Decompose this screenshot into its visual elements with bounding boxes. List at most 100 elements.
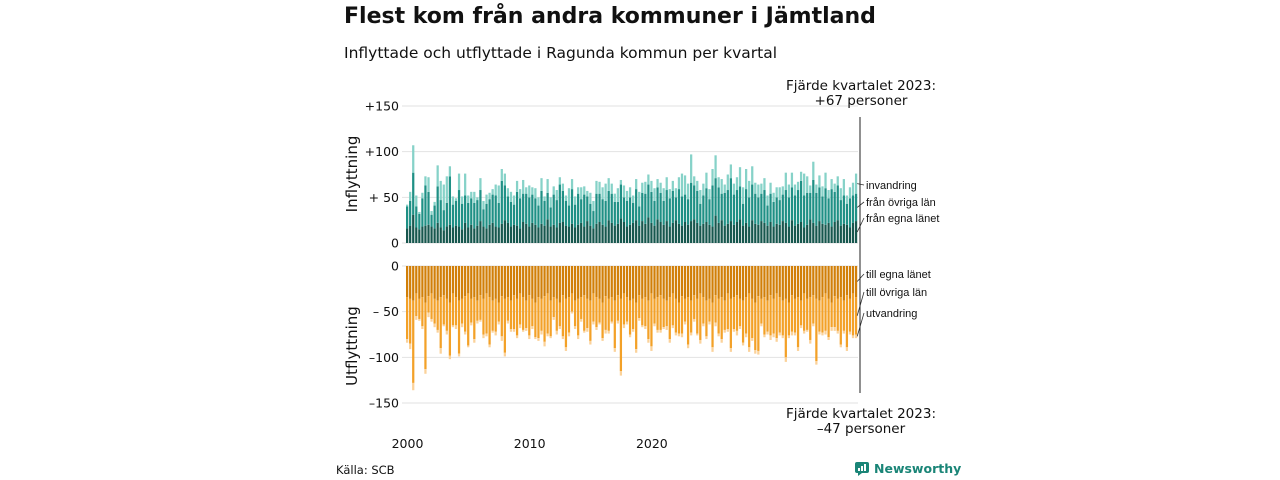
bar-out-0-46 — [546, 266, 549, 294]
bar-out-0-126 — [790, 266, 794, 296]
bar-in-1-97 — [702, 195, 705, 224]
bar-out-1-127 — [793, 298, 797, 333]
bar-in-2-62 — [595, 180, 598, 194]
bar-in-1-50 — [558, 184, 561, 223]
leader-bottom-0 — [856, 273, 865, 282]
bar-out-0-133 — [812, 266, 815, 296]
bar-out-0-140 — [833, 266, 836, 297]
bar-in-2-127 — [793, 184, 797, 196]
bar-in-0-129 — [799, 221, 803, 243]
bar-in-2-37 — [519, 189, 522, 199]
bar-in-0-53 — [567, 226, 571, 243]
bar-in-2-133 — [812, 161, 815, 180]
bar-out-1-67 — [610, 297, 613, 322]
bar-out-1-126 — [790, 295, 794, 332]
bar-out-1-50 — [558, 302, 561, 327]
bar-in-1-115 — [757, 197, 760, 225]
bar-in-1-90 — [680, 196, 684, 226]
bar-out-1-6 — [424, 302, 427, 370]
bar-out-0-131 — [806, 266, 809, 299]
bar-out-2-115 — [757, 350, 760, 355]
bar-in-0-65 — [604, 226, 607, 243]
bar-in-1-63 — [598, 193, 601, 222]
bar-out-0-30 — [497, 266, 500, 303]
bar-out-2-130 — [803, 330, 806, 334]
bar-out-0-112 — [748, 266, 751, 294]
bar-in-1-121 — [775, 197, 778, 224]
bar-out-0-45 — [543, 266, 546, 297]
bar-out-0-77 — [641, 266, 644, 299]
bar-out-2-103 — [720, 339, 723, 343]
bar-out-1-118 — [766, 300, 769, 332]
bar-out-1-110 — [741, 300, 745, 343]
bar-in-1-84 — [662, 200, 665, 225]
bar-out-1-59 — [586, 298, 589, 329]
bar-in-1-106 — [729, 178, 732, 222]
bar-in-2-132 — [809, 185, 812, 193]
bar-out-0-123 — [781, 266, 784, 301]
bar-in-2-92 — [686, 183, 690, 200]
bar-out-2-137 — [824, 330, 827, 335]
bar-in-2-100 — [711, 169, 714, 186]
bar-in-1-74 — [632, 202, 635, 223]
label-top-0: invandring — [866, 180, 917, 192]
bar-in-1-18 — [460, 203, 464, 230]
bar-in-0-41 — [531, 222, 534, 243]
bar-out-2-133 — [812, 323, 815, 327]
bar-in-1-20 — [467, 202, 470, 228]
bar-in-0-102 — [717, 222, 720, 243]
bar-in-0-98 — [705, 221, 708, 243]
bar-out-1-39 — [525, 300, 528, 329]
bar-out-0-124 — [784, 266, 787, 299]
bar-in-2-128 — [796, 181, 800, 191]
bar-out-0-88 — [674, 266, 678, 299]
bar-in-1-28 — [491, 194, 494, 223]
chart-subtitle: Inflyttade och utflyttade i Ragunda komm… — [344, 44, 778, 62]
bar-out-0-143 — [842, 266, 845, 301]
bar-in-0-7 — [427, 224, 430, 243]
bar-out-0-121 — [775, 266, 778, 294]
bar-in-0-30 — [497, 227, 500, 243]
bar-out-1-75 — [635, 302, 638, 350]
bar-in-0-132 — [809, 219, 812, 243]
label-top-1: från övriga län — [866, 197, 936, 209]
bar-in-2-5 — [421, 192, 424, 199]
bar-in-0-84 — [662, 224, 665, 243]
bar-out-0-95 — [696, 266, 699, 299]
bar-in-2-113 — [751, 166, 754, 185]
bar-out-1-85 — [665, 300, 668, 327]
bar-in-0-12 — [442, 230, 445, 243]
bar-out-2-3 — [415, 316, 418, 320]
bar-out-0-128 — [796, 266, 800, 298]
bar-out-2-9 — [433, 323, 436, 328]
bar-in-1-141 — [836, 185, 839, 221]
bar-in-0-3 — [415, 227, 418, 243]
bar-in-1-138 — [827, 198, 830, 223]
bar-out-1-7 — [427, 296, 430, 313]
bar-in-2-126 — [790, 172, 794, 188]
bar-out-0-107 — [732, 266, 736, 298]
bar-in-0-8 — [430, 226, 433, 243]
bar-in-2-75 — [635, 179, 638, 190]
bar-out-2-146 — [851, 335, 855, 339]
bar-in-0-29 — [494, 226, 497, 243]
bar-out-2-17 — [457, 353, 461, 357]
bar-out-2-15 — [451, 325, 455, 328]
bar-out-0-55 — [573, 266, 577, 301]
bar-in-2-118 — [766, 195, 769, 206]
bar-in-2-9 — [433, 201, 436, 206]
bar-in-2-28 — [491, 189, 494, 195]
bar-in-2-104 — [723, 184, 726, 193]
bar-in-2-137 — [824, 172, 827, 189]
bar-out-1-72 — [625, 297, 629, 322]
newsworthy-logo[interactable]: Newsworthy — [855, 461, 961, 476]
bar-out-1-135 — [818, 300, 821, 332]
bar-out-2-39 — [525, 328, 528, 331]
bar-out-2-125 — [787, 335, 791, 339]
bar-in-0-117 — [763, 222, 766, 243]
bar-in-2-45 — [543, 196, 546, 201]
bar-out-2-97 — [702, 323, 705, 327]
bar-in-2-114 — [754, 182, 757, 194]
bar-out-0-105 — [726, 266, 729, 294]
bar-out-1-105 — [726, 293, 729, 330]
